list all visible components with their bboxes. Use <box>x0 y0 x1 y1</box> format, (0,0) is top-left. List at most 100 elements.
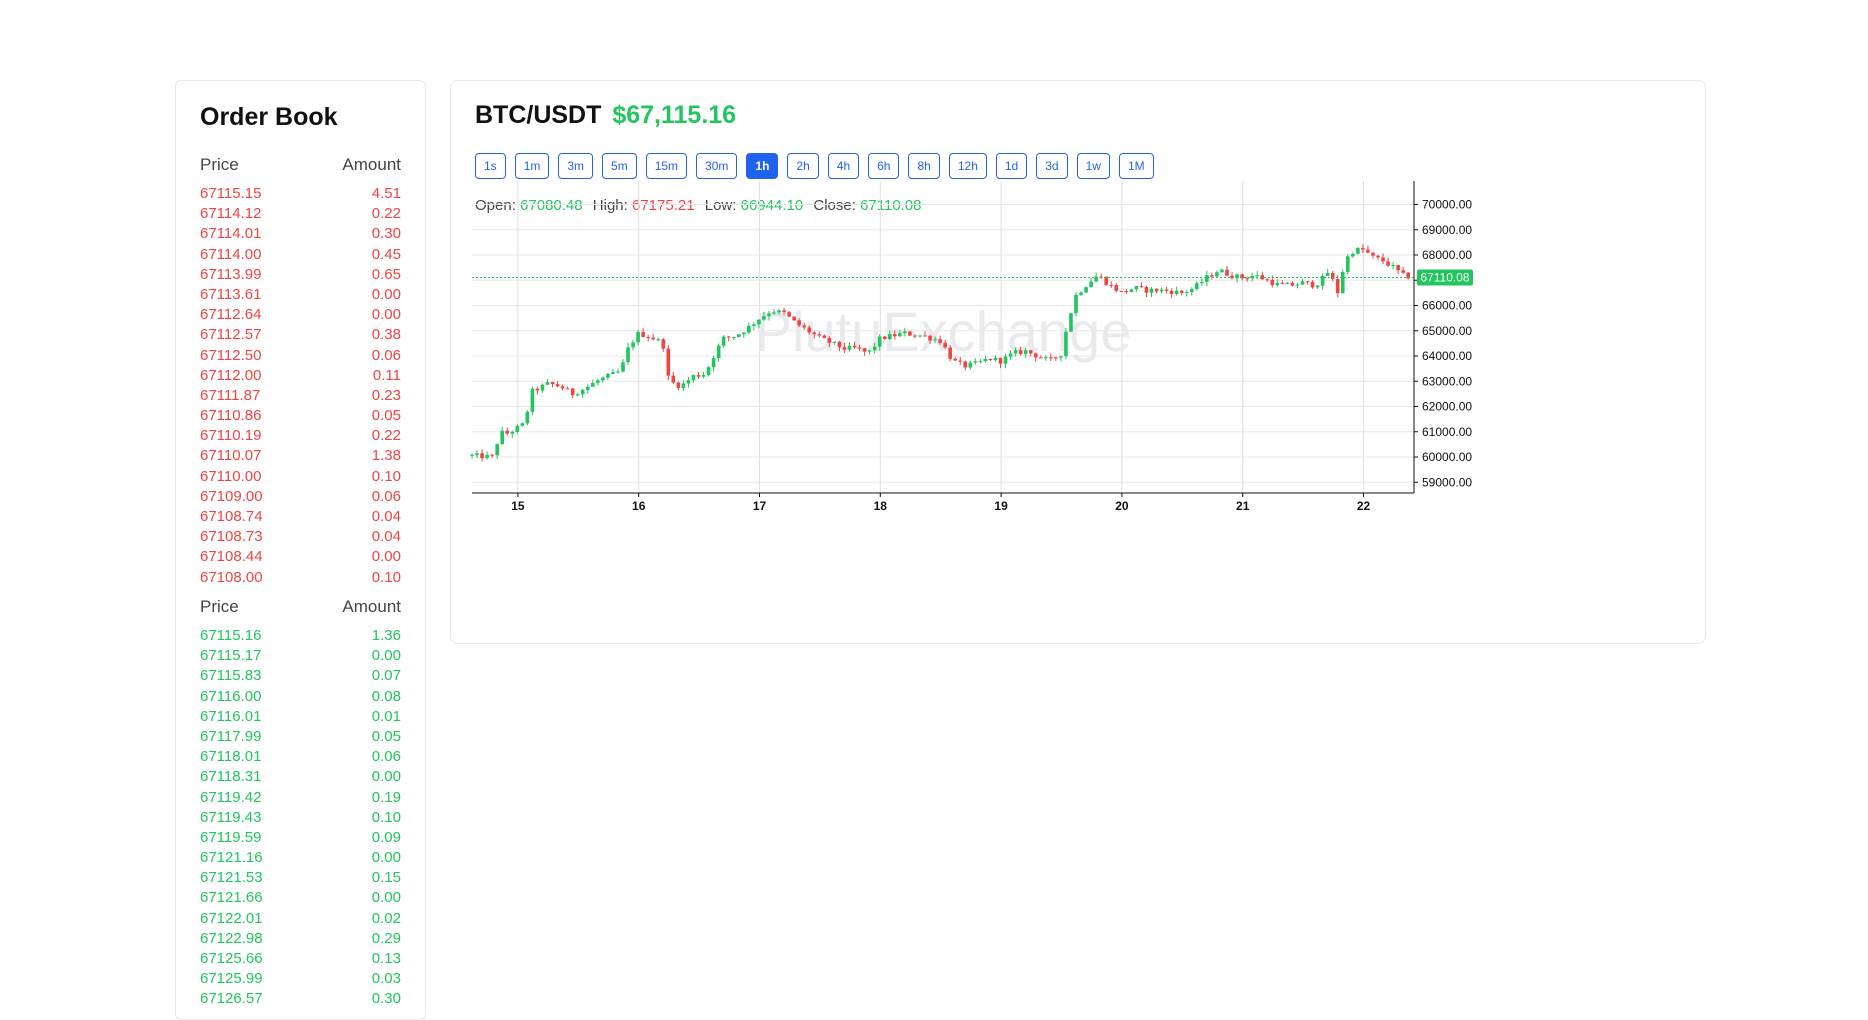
ask-row[interactable]: 67114.12 0.22 <box>200 204 401 224</box>
x-tick-label: 21 <box>1236 499 1250 513</box>
interval-button-1m[interactable]: 1m <box>514 153 550 179</box>
bid-row[interactable]: 67121.66 0.00 <box>200 888 401 908</box>
y-tick-label: 69000.00 <box>1422 223 1472 237</box>
bid-row[interactable]: 67118.01 0.06 <box>200 747 401 767</box>
candle-body <box>1119 290 1124 292</box>
bid-row[interactable]: 67117.99 0.05 <box>200 727 401 747</box>
ask-row[interactable]: 67108.73 0.04 <box>200 527 401 547</box>
candle-body <box>1038 357 1043 359</box>
candle-body <box>696 375 701 377</box>
ask-row[interactable]: 67112.57 0.38 <box>200 325 401 345</box>
interval-button-6h[interactable]: 6h <box>868 153 900 179</box>
interval-button-5m[interactable]: 5m <box>602 153 637 179</box>
ask-row[interactable]: 67115.15 4.51 <box>200 184 401 204</box>
bid-row[interactable]: 67122.98 0.29 <box>200 929 401 949</box>
ask-amount: 0.05 <box>371 407 401 425</box>
interval-button-1w[interactable]: 1w <box>1076 153 1110 179</box>
candle-body <box>938 339 942 343</box>
bid-row[interactable]: 67119.42 0.19 <box>200 788 401 808</box>
candle-body <box>1260 275 1265 280</box>
bid-amount: 0.01 <box>371 707 401 725</box>
bid-row[interactable]: 67115.83 0.07 <box>200 666 401 686</box>
candle-body <box>1023 350 1028 354</box>
ask-row[interactable]: 67111.87 0.23 <box>200 386 401 406</box>
interval-button-1s[interactable]: 1s <box>475 153 506 179</box>
candle-body <box>591 382 595 387</box>
bid-price: 67115.83 <box>200 667 262 685</box>
ask-row[interactable]: 67110.07 1.38 <box>200 446 401 466</box>
ask-row[interactable]: 67112.64 0.00 <box>200 305 401 325</box>
bid-price: 67119.42 <box>200 788 262 806</box>
bid-amount: 0.02 <box>371 909 401 927</box>
bid-row[interactable]: 67116.00 0.08 <box>200 687 401 707</box>
candle-body <box>968 362 973 368</box>
ask-price: 67112.50 <box>200 346 262 364</box>
bid-row[interactable]: 67121.53 0.15 <box>200 868 401 888</box>
interval-button-3m[interactable]: 3m <box>558 153 594 179</box>
ask-row[interactable]: 67112.00 0.11 <box>200 366 401 386</box>
bid-row[interactable]: 67126.57 0.30 <box>200 989 401 1009</box>
candle-body <box>1069 313 1073 332</box>
bid-row[interactable]: 67119.43 0.10 <box>200 808 401 828</box>
interval-button-4h[interactable]: 4h <box>827 153 860 179</box>
bid-row[interactable]: 67118.31 0.00 <box>200 767 401 787</box>
high-label: High: <box>592 197 628 214</box>
ask-row[interactable]: 67114.01 0.30 <box>200 224 401 244</box>
interval-button-15m[interactable]: 15m <box>645 153 688 179</box>
interval-button-1h[interactable]: 1h <box>746 153 779 179</box>
ask-row[interactable]: 67110.00 0.10 <box>200 467 401 487</box>
candle-body <box>812 332 817 335</box>
chart-panel: BTC/USDT $67,115.16 1s 1m 3m 5m 15m 30m 1h 2h 4h… <box>450 80 1706 644</box>
candle-body <box>480 453 484 459</box>
bid-amount: 0.15 <box>371 869 401 887</box>
interval-button-1d[interactable]: 1d <box>995 153 1028 179</box>
ask-row[interactable]: 67108.00 0.10 <box>200 568 401 588</box>
interval-button-3d[interactable]: 3d <box>1036 153 1068 179</box>
candle-body <box>1376 255 1380 258</box>
candle-body <box>1149 288 1154 293</box>
bid-row[interactable]: 67115.17 0.00 <box>200 646 401 666</box>
interval-button-8h[interactable]: 8h <box>908 153 940 179</box>
ask-row[interactable]: 67109.00 0.06 <box>200 487 401 507</box>
ask-amount: 1.38 <box>371 447 401 465</box>
ask-row[interactable]: 67113.61 0.00 <box>200 285 401 305</box>
ask-row[interactable]: 67108.44 0.00 <box>200 547 401 567</box>
bid-amount: 0.29 <box>371 929 401 947</box>
ask-row[interactable]: 67108.74 0.04 <box>200 507 401 527</box>
ask-price: 67109.00 <box>200 487 263 505</box>
interval-button-30m[interactable]: 30m <box>696 153 738 179</box>
bid-row[interactable]: 67122.01 0.02 <box>200 909 401 929</box>
ask-row[interactable]: 67113.99 0.65 <box>200 265 401 285</box>
ask-amount: 0.45 <box>371 245 401 263</box>
ask-row[interactable]: 67110.86 0.05 <box>200 406 401 426</box>
candle-body <box>570 388 575 396</box>
candle-body <box>1305 281 1310 283</box>
bid-row[interactable]: 67115.16 1.36 <box>200 626 401 646</box>
ask-amount: 0.23 <box>371 386 401 404</box>
ask-row[interactable]: 67114.00 0.45 <box>200 245 401 265</box>
bid-price: 67121.16 <box>200 849 263 867</box>
bid-price: 67121.53 <box>200 869 263 887</box>
interval-button-12h[interactable]: 12h <box>948 153 987 179</box>
y-tick-label: 61000.00 <box>1422 425 1472 439</box>
interval-button-1M[interactable]: 1M <box>1118 153 1154 179</box>
candle-body <box>676 382 681 388</box>
interval-button-2h[interactable]: 2h <box>787 153 819 179</box>
bid-price: 67115.16 <box>200 627 262 644</box>
bid-row[interactable]: 67125.66 0.13 <box>200 949 401 969</box>
ask-amount: 0.22 <box>371 205 401 223</box>
bids-list: 67115.16 1.36 67115.17 0.00 67115.83 0.07 6711… <box>200 626 401 1010</box>
ask-row[interactable]: 67110.19 0.22 <box>200 426 401 446</box>
candle-body <box>872 346 877 351</box>
current-price-tag <box>1417 269 1473 286</box>
candlestick-chart[interactable]: PlutuExchange 70000.00 69000.00 68000.00 670… <box>451 81 1707 645</box>
bid-row[interactable]: 67119.59 0.09 <box>200 828 401 848</box>
bid-row[interactable]: 67121.16 0.00 <box>200 848 401 868</box>
bid-row[interactable]: 67116.01 0.01 <box>200 707 401 727</box>
ask-price: 67108.74 <box>200 508 263 525</box>
ask-row[interactable]: 67112.50 0.06 <box>200 346 401 366</box>
order-book-title: Order Book <box>200 103 338 131</box>
bid-row[interactable]: 67125.99 0.03 <box>200 969 401 989</box>
bid-price: 67125.66 <box>200 950 263 967</box>
candle-body <box>716 345 721 359</box>
